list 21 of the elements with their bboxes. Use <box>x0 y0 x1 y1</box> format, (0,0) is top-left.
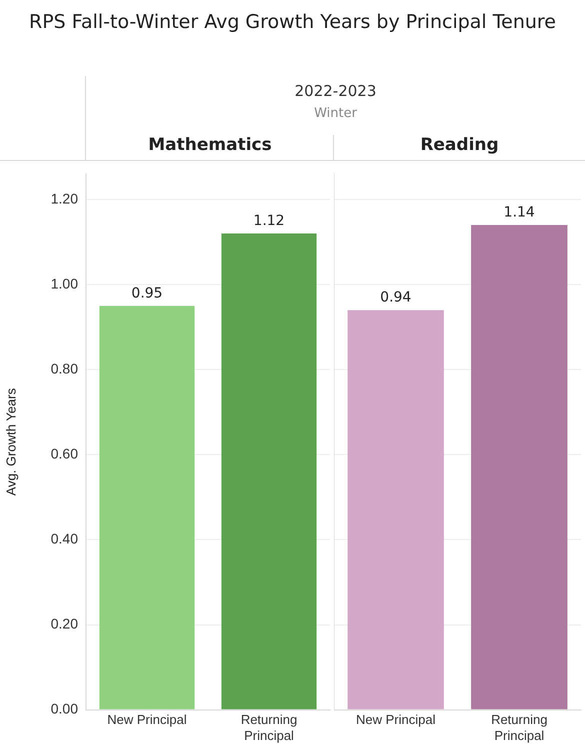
text: Winter <box>313 105 358 123</box>
text: Mathematics <box>147 134 273 157</box>
y-tick-label: 0.00 <box>50 700 78 717</box>
data-label: 1.14 <box>504 204 535 221</box>
data-label: 0.94 <box>380 290 412 306</box>
data-label: 1.12 <box>253 213 285 230</box>
chart-title: RPS Fall-to-Winter Avg Growth Years by Principal Tenure <box>28 10 557 35</box>
x-tick-label: Returning Principal <box>491 712 548 743</box>
y-tick-label: 1.20 <box>50 190 78 206</box>
x-tick-label: Returning Principal <box>240 712 298 743</box>
x-tick-label: New Principal <box>107 712 187 728</box>
x-tick-label: New Principal <box>356 712 436 728</box>
y-axis-title: Avg. Growth Years <box>3 388 18 496</box>
data-label: 0.95 <box>131 285 163 302</box>
y-tick-label: 0.20 <box>50 616 78 632</box>
y-tick-label: 0.40 <box>50 530 78 547</box>
text: Reading <box>419 134 500 157</box>
chart-subtitle: 2022-2023 <box>294 81 378 102</box>
y-tick-label: 0.80 <box>50 360 78 376</box>
y-tick-label: 0.60 <box>50 446 78 462</box>
y-tick-label: 1.00 <box>50 275 78 292</box>
